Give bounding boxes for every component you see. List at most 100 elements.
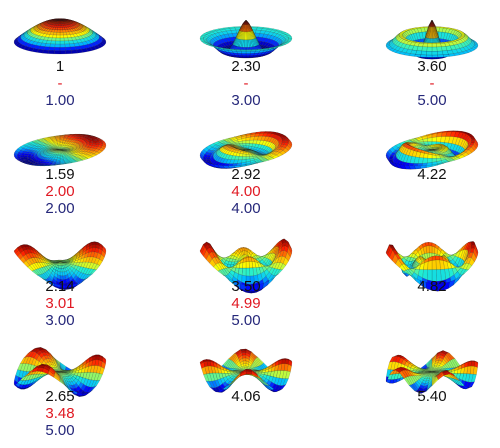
eigenvalue-label: 2.30 <box>231 58 261 75</box>
eigenvalue-label: 3.60 <box>417 58 447 75</box>
surface-patch <box>55 34 61 39</box>
surface-patch <box>64 40 70 45</box>
mode-cell-r3-c1: 2.14 3.01 3.00 <box>0 222 140 334</box>
surface-patch <box>427 158 433 164</box>
surface-patch <box>59 29 64 33</box>
mode-cell-r2-c2: 2.92 4.00 4.00 <box>166 110 326 222</box>
surface-patch <box>442 54 450 58</box>
surface-patch <box>238 156 243 160</box>
membrane-mode-plot <box>199 131 293 169</box>
surface-patch <box>245 39 248 48</box>
surface-patch <box>64 43 71 48</box>
surface-patch <box>241 156 247 160</box>
surface-patch <box>55 40 61 45</box>
surface-patch <box>54 43 61 48</box>
eigenvalue-label: 1 <box>55 58 65 75</box>
ratio-label: - <box>57 75 63 92</box>
membrane-mode-plot <box>13 241 107 290</box>
multiplicity-label: 4.00 <box>231 200 261 217</box>
mode-surface <box>13 134 107 166</box>
surface-patch <box>389 157 394 160</box>
mode-labels: 2.92 4.00 4.00 <box>166 166 326 217</box>
surface-patch <box>414 54 422 58</box>
surface-patch <box>63 34 68 39</box>
surface-patch <box>51 37 57 42</box>
surface-patch <box>59 43 66 48</box>
surface-patch <box>431 136 437 142</box>
surface-patch <box>59 34 65 39</box>
surface-patch <box>241 51 247 54</box>
surface-patch <box>431 46 438 52</box>
surface-patch <box>437 54 445 58</box>
surface-patch <box>58 23 61 26</box>
surface-patch <box>245 154 250 157</box>
surface-patch <box>59 265 62 269</box>
surface-patch <box>59 32 64 36</box>
surface-patch <box>59 23 62 26</box>
mode-cell-r2-c3: 4.22 <box>352 110 500 222</box>
surface-patch <box>49 43 56 48</box>
mode-surface <box>385 130 479 170</box>
surface-patch <box>423 153 429 159</box>
ratio-label: 3.01 <box>45 295 75 312</box>
mode-surface <box>199 19 293 59</box>
surface-patch <box>421 46 428 52</box>
surface-patch <box>92 242 97 245</box>
mode-labels: 1 - 1.00 <box>0 58 140 109</box>
surface-patch <box>42 49 50 54</box>
surface-patch <box>59 268 63 273</box>
membrane-mode-plot <box>13 18 107 55</box>
surface-patch <box>245 51 251 54</box>
eigenvalue-label: 1.59 <box>45 166 75 183</box>
mode-cell-r1-c1: 1 - 1.00 <box>0 2 140 114</box>
surface-patch <box>425 164 433 168</box>
surface-patch <box>55 37 61 42</box>
surface-patch <box>59 271 63 277</box>
surface-patch <box>58 265 61 269</box>
surface-patch <box>437 50 444 56</box>
multiplicity-label: 2.00 <box>45 200 75 217</box>
surface-patch <box>419 54 427 58</box>
surface-patch <box>56 32 61 36</box>
surface-patch <box>65 50 73 55</box>
mode-cell-r1-c2: 2.30 - 3.00 <box>166 2 326 114</box>
surface-patch <box>245 140 251 144</box>
surface-patch <box>70 46 77 51</box>
surface-patch <box>427 137 433 142</box>
surface-patch <box>241 53 247 56</box>
surface-patch <box>431 43 437 48</box>
surface-patch <box>245 137 251 141</box>
mode-labels: 3.60 - 5.00 <box>352 58 500 109</box>
surface-patch <box>431 51 438 56</box>
surface-patch <box>92 142 97 145</box>
surface-patch <box>57 25 61 28</box>
surface-patch <box>470 140 475 143</box>
surface-patch <box>242 153 247 157</box>
surface-patch <box>415 50 422 55</box>
surface-patch <box>59 27 63 31</box>
membrane-mode-plot <box>199 19 293 59</box>
mode-surface <box>199 238 293 294</box>
mode-surface <box>199 131 293 169</box>
surface-patch <box>47 50 55 55</box>
membrane-mode-plot <box>13 134 107 166</box>
mode-cell-r3-c2: 3.50 4.99 5.00 <box>166 222 326 334</box>
surface-patch <box>70 49 78 54</box>
surface-patch <box>50 40 56 45</box>
mode-labels: 2.30 - 3.00 <box>166 58 326 109</box>
multiplicity-label: 1.00 <box>45 92 75 109</box>
surface-patch <box>56 29 61 33</box>
surface-patch <box>59 40 65 45</box>
surface-patch <box>48 46 55 51</box>
surface-patch <box>427 153 433 159</box>
surface-patch <box>59 37 65 42</box>
surface-patch <box>398 33 403 36</box>
mode-surface <box>13 18 107 55</box>
surface-patch <box>239 164 247 167</box>
surface-patch <box>53 164 61 166</box>
ratio-label: - <box>429 75 435 92</box>
surface-patch <box>53 283 61 288</box>
surface-patch <box>54 47 61 51</box>
surface-patch <box>43 46 50 51</box>
surface-patch <box>426 46 433 52</box>
